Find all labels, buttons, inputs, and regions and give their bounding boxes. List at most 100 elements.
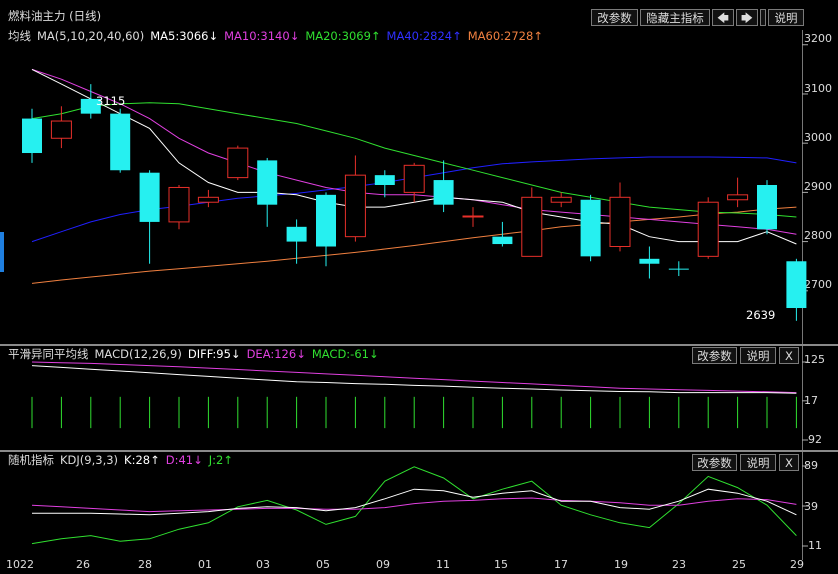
candle-body — [580, 199, 601, 257]
candle-body — [227, 147, 249, 179]
candle-body — [550, 196, 572, 203]
y-tick: 2700 — [804, 278, 832, 291]
d-value: D:41↓ — [165, 453, 203, 467]
date-tick: 26 — [76, 558, 90, 571]
j-value: J:2↑ — [208, 453, 233, 467]
pane-separator-kdj — [0, 450, 838, 452]
macd-value: MACD:-61↓ — [311, 347, 379, 361]
candle-body — [668, 268, 689, 270]
candle-body — [374, 175, 395, 185]
pane-divider — [760, 9, 766, 26]
candle-body — [521, 196, 543, 257]
date-tick: 25 — [732, 558, 746, 571]
ma10-value: MA10:3140↓ — [224, 29, 300, 43]
arrow-left-icon[interactable]: 🡄 — [712, 9, 734, 26]
date-tick: 23 — [672, 558, 686, 571]
kdj-params: KDJ(9,3,3) — [60, 453, 119, 467]
date-tick: 1022 — [6, 558, 34, 571]
chart-title-bar: 燃料油主力 (日线) 改参数 隐藏主指标 🡄 🡆 说明 — [0, 0, 838, 30]
candle-body — [316, 194, 336, 247]
kdj-y-tick: 89 — [804, 459, 818, 472]
candle-body — [492, 236, 513, 245]
left-edge-marker — [0, 232, 4, 272]
kdj-pane-legend: 随机指标 KDJ(9,3,3) K:28↑ D:41↓ J:2↑ — [8, 452, 239, 468]
ma-params: MA(5,10,20,40,60) — [37, 29, 145, 43]
macd-y-tick: 125 — [804, 353, 825, 366]
ma60-value: MA60:2728↑ — [467, 29, 543, 43]
k-value: K:28↑ — [124, 453, 160, 467]
date-tick: 09 — [376, 558, 390, 571]
date-tick: 19 — [614, 558, 628, 571]
main-pane-legend: 均线 MA(5,10,20,40,60) MA5:3066↓ MA10:3140↓ MA… — [8, 28, 549, 44]
diff-line — [31, 365, 797, 394]
arrow-right-icon[interactable]: 🡆 — [736, 9, 758, 26]
kdj-help-button[interactable]: 说明 — [740, 454, 776, 471]
macd-close-button[interactable]: X — [779, 347, 799, 364]
high-price-label: 3115 — [96, 94, 126, 108]
y-tick: 3200 — [804, 32, 832, 45]
candle-body — [286, 226, 307, 242]
ma20-value: MA20:3069↑ — [305, 29, 381, 43]
candle-body — [110, 113, 131, 171]
candle-body — [433, 180, 454, 205]
macd-name: 平滑异同平均线 — [8, 347, 89, 361]
date-tick: 15 — [494, 558, 508, 571]
ma60-line — [31, 206, 797, 284]
kdj-y-tick: 39 — [804, 500, 818, 513]
d-line — [31, 497, 797, 513]
date-tick: 28 — [138, 558, 152, 571]
date-tick: 17 — [554, 558, 568, 571]
macd-params: MACD(12,26,9) — [94, 347, 182, 361]
y-tick: 3000 — [804, 131, 832, 144]
y-tick: 2900 — [804, 180, 832, 193]
edit-params-button[interactable]: 改参数 — [591, 9, 638, 26]
macd-edit-params-button[interactable]: 改参数 — [692, 347, 737, 364]
dea-value: DEA:126↓ — [246, 347, 306, 361]
kdj-edit-params-button[interactable]: 改参数 — [692, 454, 737, 471]
candle-body — [757, 185, 777, 230]
date-tick: 05 — [316, 558, 330, 571]
candle-body — [727, 194, 749, 201]
hide-main-indicator-button[interactable]: 隐藏主指标 — [640, 9, 710, 26]
y-tick: 2800 — [804, 229, 832, 242]
candle-body — [80, 98, 101, 114]
candle-body — [462, 215, 484, 218]
main-indicator-name: 均线 — [8, 29, 31, 43]
candle-body — [344, 174, 366, 238]
date-tick: 01 — [198, 558, 212, 571]
macd-pane-legend: 平滑异同平均线 MACD(12,26,9) DIFF:95↓ DEA:126↓ MACD… — [8, 346, 385, 362]
diff-value: DIFF:95↓ — [187, 347, 241, 361]
j-line — [31, 466, 797, 545]
chart-title: 燃料油主力 (日线) — [8, 9, 102, 23]
candle-body — [168, 186, 190, 223]
ma40-value: MA40:2824↑ — [386, 29, 462, 43]
kdj-close-button[interactable]: X — [779, 454, 799, 471]
date-tick: 29 — [790, 558, 804, 571]
candle-body — [50, 120, 72, 139]
kdj-name: 随机指标 — [8, 453, 54, 467]
help-button[interactable]: 说明 — [768, 9, 804, 26]
macd-y-tick: -92 — [804, 433, 822, 446]
pane-separator-macd — [0, 344, 838, 346]
candle-body — [697, 201, 719, 257]
date-tick: 03 — [256, 558, 270, 571]
ma20-line — [31, 102, 797, 218]
y-tick: 3100 — [804, 82, 832, 95]
candle-body — [639, 258, 660, 264]
date-tick: 11 — [436, 558, 450, 571]
candle-body — [609, 196, 631, 248]
candle-body — [22, 118, 42, 154]
candle-body — [257, 160, 278, 205]
candle-body — [197, 196, 219, 203]
macd-y-tick: 17 — [804, 394, 818, 407]
dea-line — [31, 361, 797, 394]
kdj-y-tick: -11 — [804, 539, 822, 552]
macd-help-button[interactable]: 说明 — [740, 347, 776, 364]
ma5-value: MA5:3066↓ — [150, 29, 219, 43]
k-line — [32, 488, 797, 516]
candle-body — [786, 261, 807, 309]
low-price-label: 2639 — [746, 308, 776, 322]
candle-body — [403, 164, 425, 193]
candle-body — [139, 172, 160, 222]
